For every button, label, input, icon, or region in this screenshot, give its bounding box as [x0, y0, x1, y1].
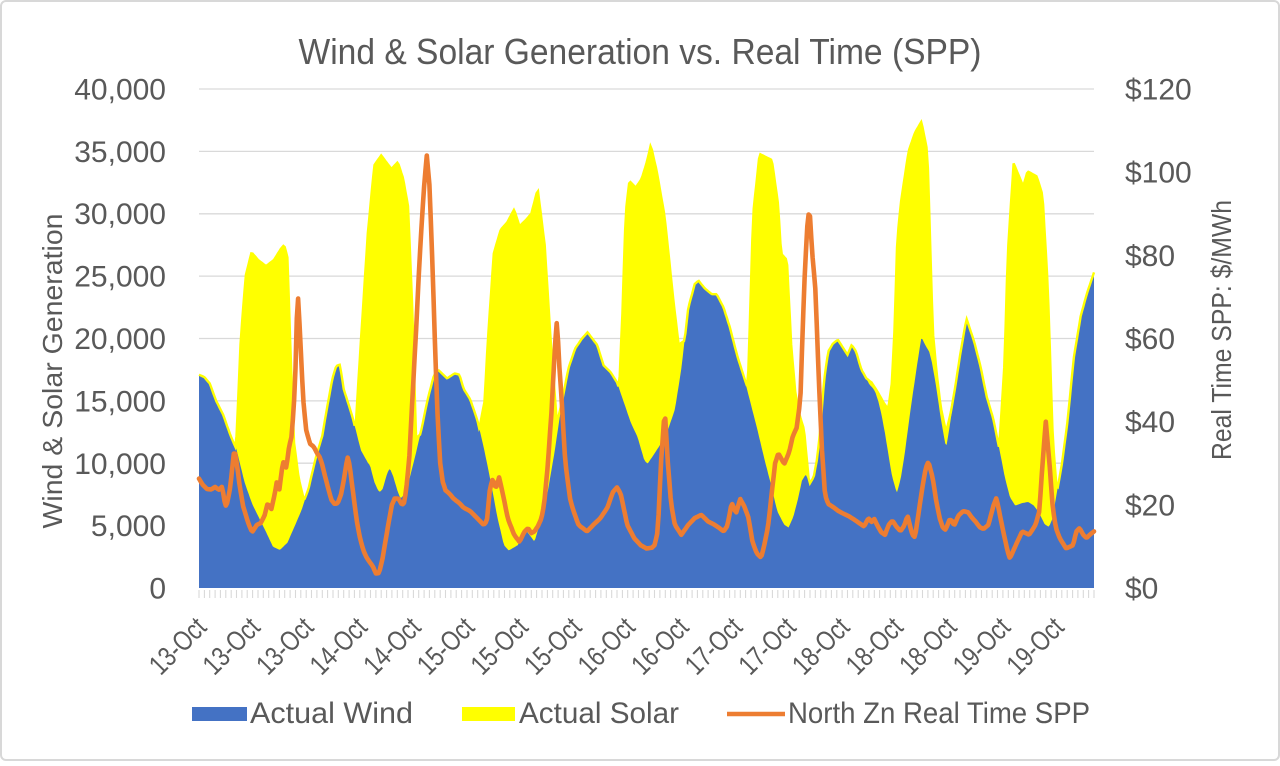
svg-text:Actual Wind: Actual Wind — [250, 697, 413, 730]
svg-text:10,000: 10,000 — [74, 448, 166, 481]
svg-text:North Zn Real Time SPP: North Zn Real Time SPP — [788, 697, 1090, 730]
svg-text:$20: $20 — [1125, 489, 1175, 522]
svg-text:25,000: 25,000 — [74, 261, 166, 294]
svg-text:30,000: 30,000 — [74, 198, 166, 231]
svg-text:15,000: 15,000 — [74, 385, 166, 418]
svg-text:5,000: 5,000 — [91, 510, 166, 543]
svg-text:20,000: 20,000 — [74, 323, 166, 356]
svg-text:35,000: 35,000 — [74, 136, 166, 169]
svg-text:$0: $0 — [1125, 573, 1158, 606]
svg-text:Wind & Solar Generation vs. Re: Wind & Solar Generation vs. Real Time (S… — [299, 31, 982, 72]
svg-text:$120: $120 — [1125, 74, 1192, 107]
svg-text:0: 0 — [149, 573, 166, 606]
svg-text:$80: $80 — [1125, 240, 1175, 273]
svg-text:Real Time SPP: $/MWh: Real Time SPP: $/MWh — [1206, 200, 1237, 460]
svg-text:$100: $100 — [1125, 157, 1192, 190]
svg-text:$60: $60 — [1125, 323, 1175, 356]
svg-text:$40: $40 — [1125, 406, 1175, 439]
svg-text:Actual Solar: Actual Solar — [519, 697, 679, 730]
svg-text:Wind & Solar Generation: Wind & Solar Generation — [37, 213, 68, 528]
svg-text:40,000: 40,000 — [74, 74, 166, 107]
